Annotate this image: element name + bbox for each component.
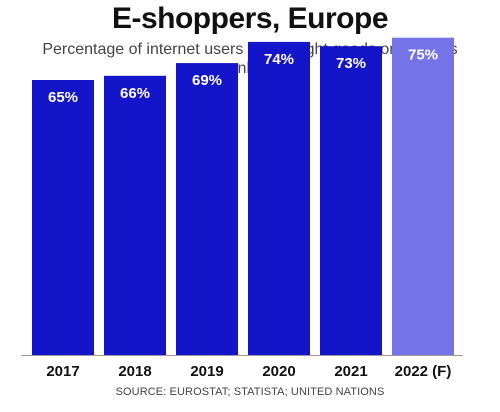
bar-2021 <box>320 46 382 355</box>
chart-title: E-shoppers, Europe <box>111 2 389 35</box>
data-label: 66% <box>120 85 150 102</box>
x-tick-label: 2019 <box>190 363 223 380</box>
x-tick-label: 2020 <box>262 363 295 380</box>
bar-2020 <box>248 41 310 356</box>
x-tick-label: 2022 (F) <box>395 363 452 380</box>
x-tick-label: 2021 <box>334 363 367 380</box>
data-label: 69% <box>192 72 222 89</box>
data-label: 75% <box>408 47 438 64</box>
bar-2019 <box>176 63 238 355</box>
bar-2022-f <box>392 37 454 355</box>
data-label: 65% <box>48 89 78 106</box>
bar-2018 <box>104 75 166 356</box>
data-label: 74% <box>264 51 294 68</box>
data-label: 73% <box>336 55 366 72</box>
chart-source: SOURCE: EUROSTAT; STATISTA; UNITED NATIO… <box>115 386 385 398</box>
x-tick-label: 2018 <box>118 363 151 380</box>
bar-2017 <box>32 80 94 355</box>
x-tick-label: 2017 <box>46 363 79 380</box>
